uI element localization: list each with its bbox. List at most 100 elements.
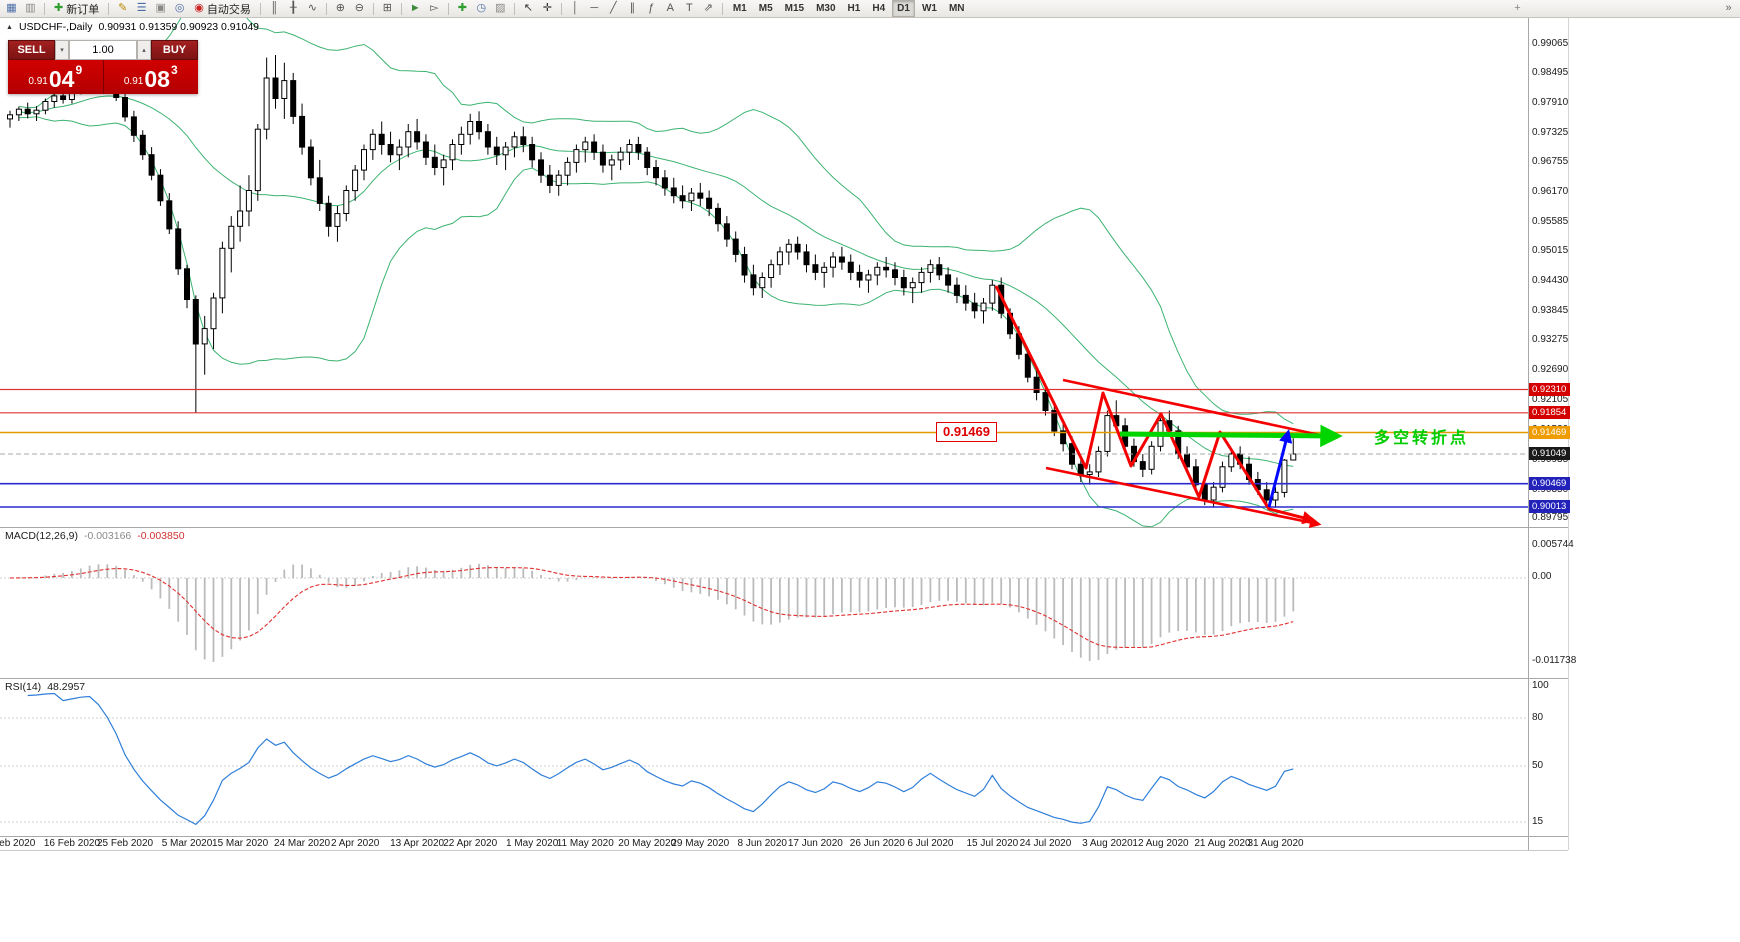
main-chart-panel xyxy=(7,18,1297,527)
candlestick-icon: ╂ xyxy=(290,2,297,14)
button-label: H1 xyxy=(847,3,861,14)
cursor-icon[interactable]: ↖ xyxy=(520,1,537,17)
toolbar-separator xyxy=(721,2,723,15)
macd-name: MACD(12,26,9) xyxy=(5,530,78,542)
auto-scroll-icon: ► xyxy=(409,2,421,14)
data-window-icon: ▣ xyxy=(155,2,166,14)
rsi-value: 48.2957 xyxy=(47,681,86,693)
sell-button[interactable]: SELL xyxy=(8,40,55,60)
pivot-green-line[interactable] xyxy=(1119,424,1343,448)
arrows-icon[interactable]: ⇗ xyxy=(700,1,717,17)
toolbar-separator xyxy=(560,2,562,15)
time-frame-m30[interactable]: M30 xyxy=(811,0,840,17)
button-label: M30 xyxy=(816,3,836,14)
analysis-annotations[interactable] xyxy=(994,285,1343,529)
indicators-icon[interactable]: ✚ xyxy=(454,1,471,17)
navigator-icon[interactable]: ◎ xyxy=(171,1,188,17)
templates-icon[interactable]: ▨ xyxy=(492,1,509,17)
impulse-zigzag[interactable] xyxy=(994,285,1316,525)
macd-histogram xyxy=(17,563,1295,662)
macd-signal-value: -0.003850 xyxy=(137,530,185,542)
metaeditor-icon: ✎ xyxy=(118,2,128,14)
sell-price[interactable]: 0.91 04 9 xyxy=(8,60,103,94)
new-chart-icon[interactable]: ▦ xyxy=(3,1,20,17)
templates-icon: ▨ xyxy=(495,2,506,14)
crosshair-icon: ✛ xyxy=(542,2,552,14)
metaeditor-icon[interactable]: ✎ xyxy=(114,1,131,17)
bullish-arrow[interactable] xyxy=(1267,429,1293,508)
zoom-in-icon: ⊕ xyxy=(335,2,345,14)
one-click-trading-panel: SELL ▾ ▴ BUY 0.91 04 9 0.91 08 3 xyxy=(8,40,198,94)
vertical-line-icon[interactable]: │ xyxy=(567,1,584,17)
toolbar-separator xyxy=(325,2,327,15)
zoom-out-icon[interactable]: ⊖ xyxy=(351,1,368,17)
macd-main-value: -0.003166 xyxy=(83,530,132,542)
channel-icon[interactable]: ∥ xyxy=(624,1,641,17)
chart-shift-icon[interactable]: ▻ xyxy=(426,1,443,17)
zoom-tool-icon: + xyxy=(1514,2,1521,14)
autotrading-button[interactable]: ◉ 自动交易 xyxy=(190,1,255,17)
time-frame-mn[interactable]: MN xyxy=(944,0,970,17)
fibonacci-icon[interactable]: ƒ xyxy=(643,1,660,17)
zoom-in-icon[interactable]: ⊕ xyxy=(332,1,349,17)
time-frame-h1[interactable]: H1 xyxy=(843,0,866,17)
price-axis[interactable] xyxy=(1528,18,1568,850)
time-frame-m5[interactable]: M5 xyxy=(754,0,778,17)
auto-scroll-icon[interactable]: ► xyxy=(407,1,424,17)
button-label: W1 xyxy=(921,3,937,14)
date-axis[interactable] xyxy=(0,836,1528,850)
button-label: 新订单 xyxy=(66,3,100,16)
level-lines[interactable] xyxy=(0,388,1528,508)
line-chart-icon[interactable]: ∿ xyxy=(304,1,321,17)
label-icon[interactable]: T xyxy=(681,1,698,17)
tile-windows-icon[interactable]: ⊞ xyxy=(379,1,396,17)
horizontal-line-icon: ─ xyxy=(590,2,599,14)
profiles-icon[interactable]: ▥ xyxy=(22,1,39,17)
new-order-button[interactable]: ✚ 新订单 xyxy=(50,1,103,17)
time-frame-d1[interactable]: D1 xyxy=(892,0,915,17)
bar-chart-icon[interactable]: ║ xyxy=(266,1,283,17)
lower-trendline[interactable] xyxy=(1045,466,1322,529)
time-frame-h4[interactable]: H4 xyxy=(867,0,890,17)
buy-price-big: 08 xyxy=(144,66,170,93)
bollinger-upper xyxy=(18,18,1294,425)
chart-shift-icon: ▻ xyxy=(430,2,439,14)
button-label: D1 xyxy=(897,3,910,14)
crosshair-icon[interactable]: ✛ xyxy=(539,1,556,17)
periods-icon[interactable]: ◷ xyxy=(473,1,490,17)
channel-icon: ∥ xyxy=(629,2,636,14)
new-chart-icon: ▦ xyxy=(6,2,17,14)
zoom-tool-icon[interactable]: + xyxy=(1509,1,1526,17)
pivot-note-text[interactable]: 多空转折点 xyxy=(1374,430,1470,447)
toolbar-overflow-icon: » xyxy=(1725,2,1732,14)
candlestick-icon[interactable]: ╂ xyxy=(285,1,302,17)
time-frame-m15[interactable]: M15 xyxy=(780,0,809,17)
vertical-line-icon: │ xyxy=(571,2,579,14)
volume-input[interactable] xyxy=(69,40,137,60)
buy-price[interactable]: 0.91 08 3 xyxy=(104,60,199,94)
button-label: MN xyxy=(948,3,965,14)
time-frame-w1[interactable]: W1 xyxy=(917,0,942,17)
horizontal-line-icon[interactable]: ─ xyxy=(586,1,603,17)
sell-price-small: 0.91 xyxy=(28,76,48,87)
button-label: H4 xyxy=(872,3,886,14)
candles xyxy=(7,55,1297,508)
text-icon[interactable]: A xyxy=(662,1,679,17)
time-frame-m1[interactable]: M1 xyxy=(728,0,752,17)
volume-increase-button[interactable]: ▴ xyxy=(137,40,151,60)
bollinger-middle xyxy=(18,95,1294,467)
trendline-icon: ╱ xyxy=(610,2,617,14)
toolbar-overflow-icon[interactable]: » xyxy=(1720,1,1737,17)
data-window-icon[interactable]: ▣ xyxy=(152,1,169,17)
volume-decrease-button[interactable]: ▾ xyxy=(55,40,69,60)
trendline-icon[interactable]: ╱ xyxy=(605,1,622,17)
market-watch-icon[interactable]: ☰ xyxy=(133,1,150,17)
collapse-panel-icon[interactable]: ▲ xyxy=(6,23,13,31)
upper-trendline[interactable] xyxy=(1062,378,1338,443)
price-callout[interactable]: 0.91469 xyxy=(936,422,997,442)
line-chart-icon: ∿ xyxy=(307,2,317,14)
buy-button[interactable]: BUY xyxy=(151,40,198,60)
tile-windows-icon: ⊞ xyxy=(382,2,392,14)
